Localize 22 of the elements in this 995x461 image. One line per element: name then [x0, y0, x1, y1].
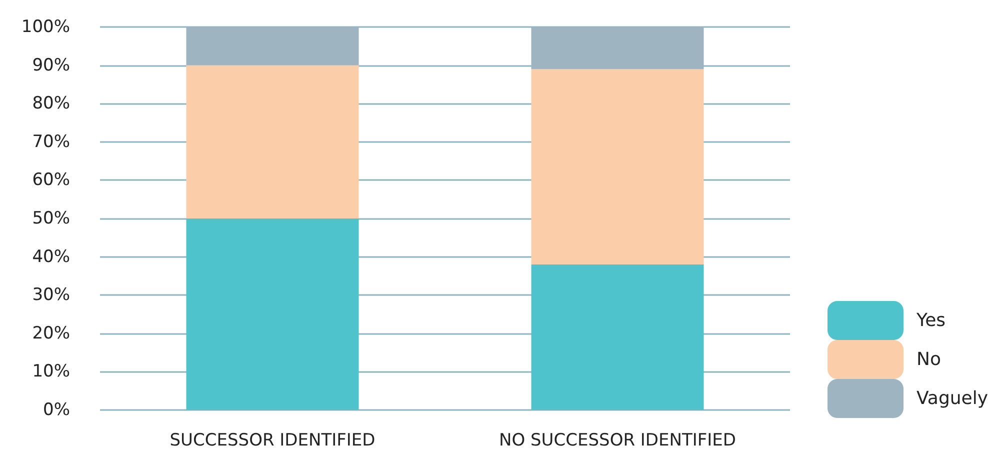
bar: [186, 65, 359, 218]
y-tick-label: 0%: [43, 400, 70, 420]
y-tick-label: 90%: [32, 55, 70, 76]
x-tick-label: SUCCESSOR IDENTIFIED: [170, 430, 376, 450]
bar: [531, 27, 704, 70]
legend-label: No: [916, 349, 941, 370]
x-tick-label: NO SUCCESSOR IDENTIFIED: [499, 430, 736, 450]
y-tick-label: 10%: [32, 362, 70, 382]
bar: [186, 27, 359, 66]
y-tick-label: 20%: [32, 323, 70, 344]
y-tick-label: 30%: [32, 285, 70, 306]
legend-label: Vaguely: [916, 388, 988, 409]
y-tick-label: 50%: [32, 208, 70, 228]
y-tick-label: 40%: [32, 246, 70, 267]
bar: [186, 218, 359, 410]
bar: [531, 264, 704, 410]
y-tick-label: 70%: [32, 132, 70, 152]
y-tick-label: 80%: [32, 94, 70, 114]
legend-label: Yes: [915, 310, 946, 331]
y-tick-label: 60%: [32, 170, 70, 190]
bar: [531, 69, 704, 264]
y-tick-label: 100%: [21, 17, 70, 37]
